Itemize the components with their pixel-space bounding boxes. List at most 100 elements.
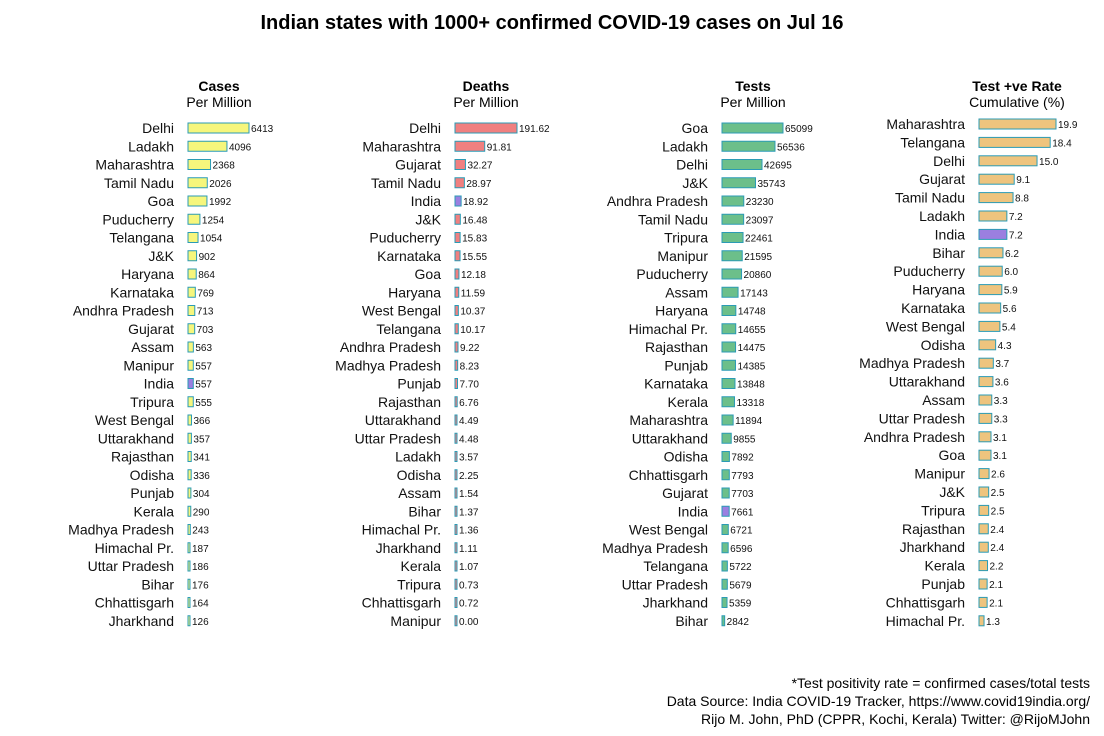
deaths-category-label: Tamil Nadu bbox=[371, 175, 441, 191]
cases-value-label: 341 bbox=[193, 453, 210, 464]
positivity-value-label: 2.4 bbox=[990, 525, 1004, 536]
deaths-category-label: Jharkhand bbox=[376, 540, 441, 556]
positivity-bar bbox=[978, 376, 994, 388]
positivity-bar bbox=[978, 578, 988, 590]
cases-bar bbox=[187, 159, 212, 170]
cases-value-label: 557 bbox=[195, 361, 212, 372]
positivity-category-label: Haryana bbox=[912, 282, 965, 298]
positivity-category-label: Uttarakhand bbox=[889, 374, 965, 390]
cases-category-label: India bbox=[144, 376, 175, 392]
deaths-value-label: 32.27 bbox=[467, 161, 492, 172]
deaths-category-label: Bihar bbox=[408, 503, 441, 519]
tests-category-label: Karnataka bbox=[644, 376, 708, 392]
deaths-value-label: 91.81 bbox=[487, 142, 512, 153]
positivity-value-label: 2.2 bbox=[990, 562, 1004, 573]
cases-value-label: 1992 bbox=[209, 197, 232, 208]
deaths-value-label: 10.17 bbox=[460, 325, 485, 336]
cases-value-label: 713 bbox=[197, 307, 214, 318]
positivity-category-label: Telangana bbox=[900, 134, 965, 150]
tests-category-label: Manipur bbox=[657, 248, 708, 264]
deaths-value-label: 4.49 bbox=[459, 416, 479, 427]
positivity-value-label: 6.2 bbox=[1005, 249, 1019, 260]
deaths-value-label: 8.23 bbox=[460, 361, 480, 372]
tests-value-label: 6596 bbox=[730, 544, 753, 555]
deaths-value-label: 15.55 bbox=[462, 252, 487, 263]
deaths-bar bbox=[454, 542, 458, 554]
cases-bar bbox=[187, 487, 192, 499]
positivity-bar bbox=[978, 615, 985, 627]
tests-value-label: 7661 bbox=[731, 507, 754, 518]
deaths-value-label: 16.48 bbox=[462, 215, 487, 226]
positivity-category-label: Maharashtra bbox=[886, 116, 965, 132]
deaths-value-label: 1.36 bbox=[459, 526, 479, 537]
cases-category-label: J&K bbox=[148, 248, 174, 264]
tests-bar bbox=[721, 414, 734, 426]
positivity-value-label: 2.6 bbox=[991, 470, 1005, 481]
deaths-category-label: Madhya Pradesh bbox=[335, 357, 441, 373]
tests-panel: Tests Per Million Goa 65099 Ladakh 56536 Del… bbox=[560, 78, 830, 638]
cases-bar bbox=[187, 414, 192, 426]
deaths-value-label: 1.11 bbox=[459, 544, 478, 555]
positivity-category-label: Odisha bbox=[921, 337, 966, 353]
cases-panel: Cases Per Million Delhi 6413 Ladakh 4096 Mah… bbox=[0, 78, 290, 638]
positivity-bar bbox=[978, 468, 990, 480]
deaths-category-label: Delhi bbox=[409, 120, 441, 136]
tests-bar bbox=[721, 122, 784, 134]
cases-bar bbox=[187, 451, 192, 462]
positivity-value-label: 7.2 bbox=[1009, 230, 1023, 241]
tests-bar bbox=[721, 286, 739, 298]
tests-category-label: Ladakh bbox=[662, 138, 708, 154]
deaths-value-label: 11.59 bbox=[461, 288, 486, 299]
cases-value-label: 176 bbox=[192, 580, 209, 591]
deaths-bar bbox=[454, 195, 462, 207]
tests-category-label: Assam bbox=[665, 284, 708, 300]
positivity-value-label: 8.8 bbox=[1015, 194, 1029, 205]
tests-value-label: 21595 bbox=[744, 252, 772, 263]
cases-bar bbox=[187, 578, 191, 590]
tests-value-label: 56536 bbox=[777, 142, 805, 153]
positivity-bar bbox=[978, 560, 989, 572]
tests-bar bbox=[721, 469, 730, 481]
positivity-bar bbox=[978, 155, 1038, 167]
cases-value-label: 557 bbox=[195, 380, 212, 391]
cases-value-label: 6413 bbox=[251, 124, 274, 135]
cases-category-label: Tripura bbox=[130, 394, 174, 410]
deaths-value-label: 28.97 bbox=[466, 179, 491, 190]
deaths-bar bbox=[454, 305, 459, 316]
deaths-category-label: J&K bbox=[415, 211, 441, 227]
positivity-value-label: 6.0 bbox=[1004, 267, 1018, 278]
positivity-value-label: 3.6 bbox=[995, 378, 1009, 389]
cases-value-label: 555 bbox=[195, 398, 212, 409]
tests-value-label: 5722 bbox=[729, 562, 752, 573]
tests-bar bbox=[721, 268, 743, 280]
positivity-value-label: 18.4 bbox=[1052, 138, 1072, 149]
deaths-bar bbox=[454, 232, 461, 243]
positivity-value-label: 2.1 bbox=[989, 598, 1003, 609]
deaths-value-label: 0.73 bbox=[459, 580, 479, 591]
footer-note: *Test positivity rate = confirmed cases/… bbox=[791, 675, 1090, 691]
positivity-bar bbox=[978, 192, 1014, 204]
positivity-chart: Maharashtra 19.9 Telangana 18.4 Delhi 15.0 Guj… bbox=[859, 116, 1078, 629]
deaths-chart: Delhi 191.62 Maharashtra 91.81 Gujarat 32.27 T… bbox=[335, 120, 550, 629]
positivity-bar bbox=[978, 339, 997, 351]
deaths-category-label: Maharashtra bbox=[362, 138, 441, 154]
positivity-category-label: Rajasthan bbox=[902, 521, 965, 537]
deaths-subtitle: Per Million bbox=[453, 94, 519, 110]
cases-value-label: 864 bbox=[198, 270, 215, 281]
cases-bar bbox=[187, 140, 228, 152]
tests-category-label: Jharkhand bbox=[643, 595, 708, 611]
tests-subtitle: Per Million bbox=[720, 94, 786, 110]
cases-category-label: Assam bbox=[131, 339, 174, 355]
cases-category-label: Gujarat bbox=[128, 321, 174, 337]
cases-bar bbox=[187, 396, 194, 408]
cases-category-label: Manipur bbox=[123, 357, 174, 373]
positivity-category-label: Manipur bbox=[914, 466, 965, 482]
tests-category-label: Gujarat bbox=[662, 485, 708, 501]
tests-category-label: Chhattisgarh bbox=[629, 467, 708, 483]
tests-value-label: 17143 bbox=[740, 288, 768, 299]
positivity-value-label: 3.3 bbox=[994, 396, 1008, 407]
deaths-bar bbox=[454, 487, 458, 499]
deaths-bar bbox=[454, 268, 460, 280]
deaths-bar bbox=[454, 359, 459, 371]
deaths-bar bbox=[454, 451, 458, 462]
